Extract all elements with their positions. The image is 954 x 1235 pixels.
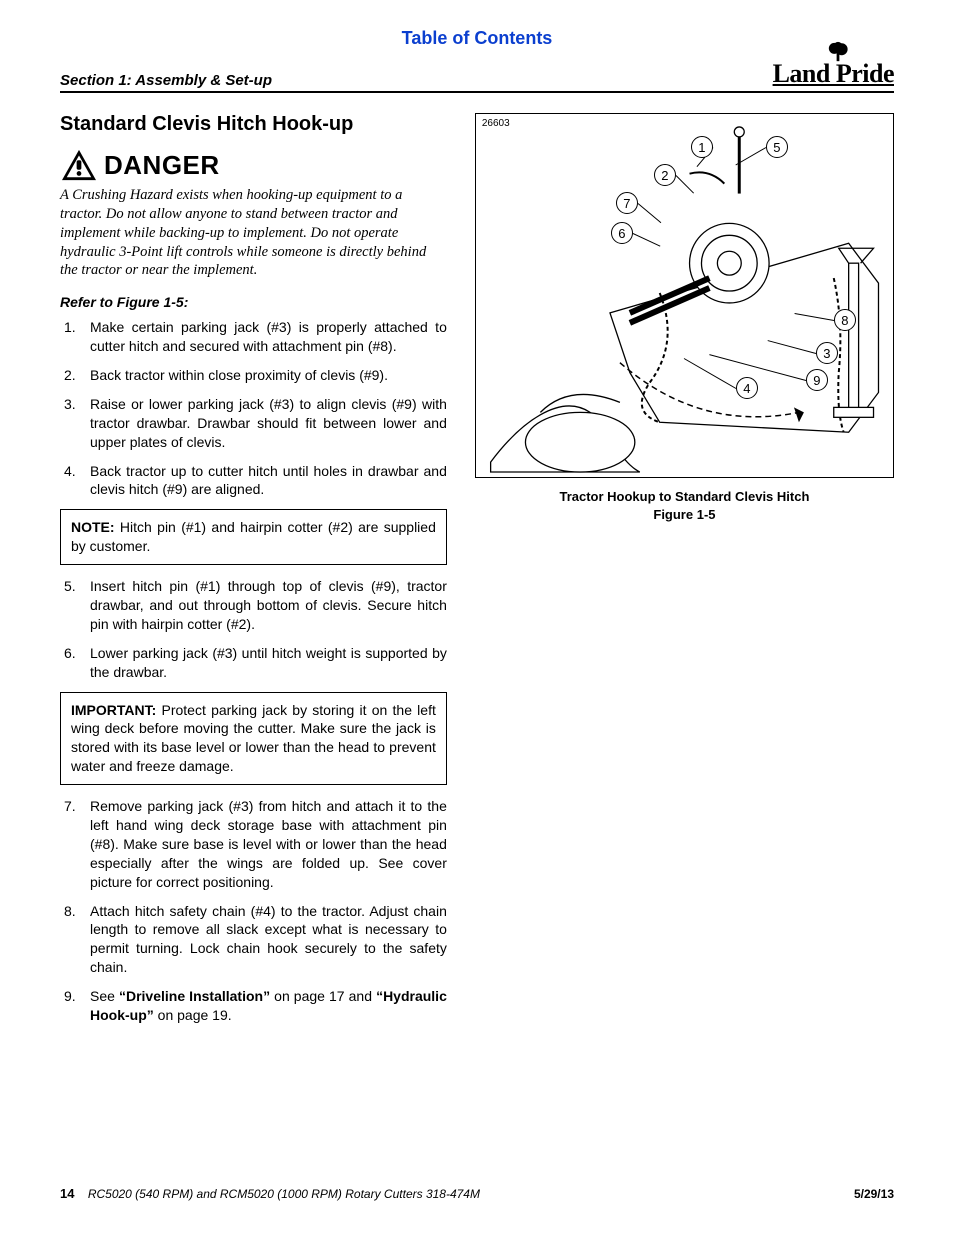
note-lead: NOTE: (71, 519, 115, 535)
step-item: Back tractor within close proximity of c… (60, 366, 447, 385)
hitch-diagram-icon (476, 114, 893, 477)
step-item: Raise or lower parking jack (#3) to alig… (60, 395, 447, 452)
footer-left: 14 RC5020 (540 RPM) and RCM5020 (1000 RP… (60, 1186, 480, 1201)
figure-caption-line1: Tractor Hookup to Standard Clevis Hitch (559, 489, 809, 504)
danger-body-text: A Crushing Hazard exists when hooking-up… (60, 186, 447, 280)
step-item: Lower parking jack (#3) until hitch weig… (60, 644, 447, 682)
callout-8: 8 (834, 309, 856, 331)
header-row: Section 1: Assembly & Set-up Land Pride (60, 59, 894, 93)
content-columns: Standard Clevis Hitch Hook-up DANGER A C… (60, 113, 894, 1035)
important-lead: IMPORTANT: (71, 702, 156, 718)
brand-text: Land Pride (773, 59, 894, 88)
steps-list-c: Remove parking jack (#3) from hitch and … (60, 797, 447, 1025)
danger-label: DANGER (104, 150, 220, 181)
step9-prefix: See (90, 988, 119, 1004)
section-label: Section 1: Assembly & Set-up (60, 72, 272, 89)
step-item: See “Driveline Installation” on page 17 … (60, 987, 447, 1025)
callout-9: 9 (806, 369, 828, 391)
step-item: Insert hitch pin (#1) through top of cle… (60, 577, 447, 634)
step-item: Make certain parking jack (#3) is proper… (60, 318, 447, 356)
danger-triangle-icon (60, 148, 98, 182)
callout-2: 2 (654, 164, 676, 186)
callout-1: 1 (691, 136, 713, 158)
toc-link[interactable]: Table of Contents (60, 28, 894, 49)
steps-list-b: Insert hitch pin (#1) through top of cle… (60, 577, 447, 681)
callout-3: 3 (816, 342, 838, 364)
refer-line: Refer to Figure 1-5: (60, 294, 447, 310)
callout-6: 6 (611, 222, 633, 244)
step9-ref1: “Driveline Installation” (119, 988, 270, 1004)
footer-date: 5/29/13 (854, 1187, 894, 1201)
note-text: Hitch pin (#1) and hairpin cotter (#2) a… (71, 519, 436, 554)
danger-heading: DANGER (60, 148, 447, 182)
step-item: Remove parking jack (#3) from hitch and … (60, 797, 447, 891)
figure-box: 26603 (475, 113, 894, 478)
step9-mid2: on page 19. (154, 1007, 232, 1023)
callout-4: 4 (736, 377, 758, 399)
page-footer: 14 RC5020 (540 RPM) and RCM5020 (1000 RP… (60, 1186, 894, 1201)
steps-list-a: Make certain parking jack (#3) is proper… (60, 318, 447, 499)
page: Table of Contents Section 1: Assembly & … (0, 0, 954, 1235)
right-column: 26603 (475, 113, 894, 1035)
left-column: Standard Clevis Hitch Hook-up DANGER A C… (60, 113, 447, 1035)
callout-5: 5 (766, 136, 788, 158)
doc-id: RC5020 (540 RPM) and RCM5020 (1000 RPM) … (88, 1187, 480, 1201)
step9-mid1: on page 17 and (270, 988, 376, 1004)
tree-icon (827, 41, 849, 63)
figure-caption: Tractor Hookup to Standard Clevis Hitch … (475, 488, 894, 524)
page-number: 14 (60, 1186, 74, 1201)
callout-7: 7 (616, 192, 638, 214)
figure-caption-line2: Figure 1-5 (653, 507, 715, 522)
brand-logo: Land Pride (773, 59, 894, 89)
step-item: Back tractor up to cutter hitch until ho… (60, 462, 447, 500)
page-title: Standard Clevis Hitch Hook-up (60, 113, 447, 136)
step-item: Attach hitch safety chain (#4) to the tr… (60, 902, 447, 978)
important-box: IMPORTANT: Protect parking jack by stori… (60, 692, 447, 786)
note-box: NOTE: Hitch pin (#1) and hairpin cotter … (60, 509, 447, 565)
